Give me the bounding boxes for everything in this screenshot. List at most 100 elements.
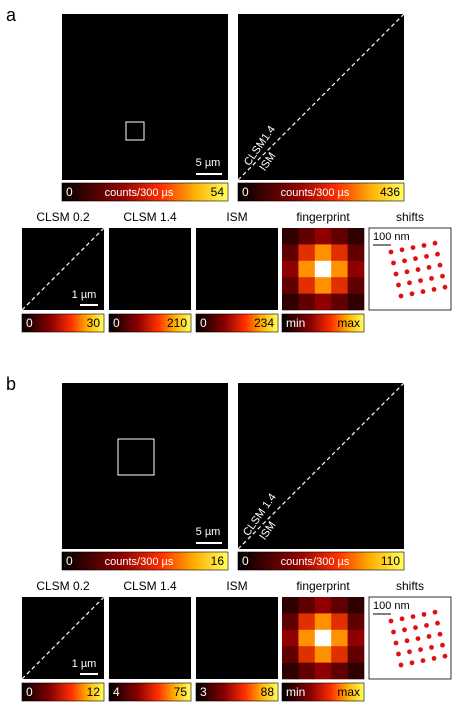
- split-line: [21, 596, 105, 680]
- shift-dot: [429, 276, 434, 281]
- fingerprint-cell: [331, 613, 348, 631]
- small-image: CLSM 0.2 1 µm: [21, 210, 105, 311]
- small-image: fingerprint: [282, 210, 365, 311]
- shift-dot: [415, 636, 421, 641]
- shift-dot: [442, 284, 448, 290]
- shifts-frame: [368, 596, 452, 680]
- colorbar: [195, 682, 279, 702]
- colorbar-min: 0: [200, 316, 207, 330]
- colorbar-min: 3: [200, 685, 207, 699]
- colorbar-max: 16: [211, 554, 225, 568]
- shift-dot: [402, 258, 407, 264]
- shift-dot: [418, 278, 423, 283]
- colorbar-max: 75: [174, 685, 188, 699]
- colorbar-max: 30: [87, 316, 101, 330]
- colorbar: [281, 682, 365, 702]
- fingerprint-cell: [298, 277, 316, 294]
- fingerprint-cell: [298, 293, 316, 311]
- image-signal: [196, 228, 278, 310]
- image-title: ISM: [226, 579, 247, 593]
- shift-dot: [398, 293, 404, 299]
- colorbar-max: 210: [167, 316, 187, 330]
- image-signal: [196, 597, 278, 679]
- small-image: ISM: [196, 579, 278, 679]
- roi-box: [117, 438, 155, 476]
- fingerprint-cell: [298, 260, 316, 278]
- fingerprint-cell: [282, 228, 299, 245]
- shift-dot: [396, 651, 401, 657]
- fingerprint-cell: [282, 293, 299, 311]
- fingerprint-cell: [298, 662, 316, 680]
- colorbar: [108, 682, 192, 702]
- shift-dot: [388, 249, 394, 255]
- shift-dot: [437, 631, 443, 637]
- fingerprint-cell: [298, 597, 316, 614]
- colorbar-unit: counts/300 µs: [281, 556, 350, 568]
- shift-dot: [418, 647, 423, 652]
- shift-dot: [440, 273, 445, 279]
- colorbar: [61, 182, 229, 202]
- shift-dot: [399, 247, 405, 253]
- colorbar-max: 12: [87, 685, 101, 699]
- shift-dot: [437, 262, 443, 268]
- colorbar-max: max: [337, 316, 360, 330]
- colorbar-max: 436: [380, 185, 400, 199]
- colorbar: [108, 313, 192, 333]
- fingerprint-cell: [298, 629, 316, 647]
- shift-dot: [407, 649, 412, 655]
- shift-dot: [409, 660, 415, 666]
- shift-dot: [435, 251, 440, 257]
- fingerprint-cell: [282, 629, 299, 647]
- large-image: 5 µm: [62, 383, 228, 549]
- fingerprint-cell: [347, 293, 365, 311]
- shift-dot: [396, 282, 401, 288]
- colorbar-max: 110: [381, 554, 400, 568]
- shift-dot: [391, 260, 396, 266]
- shift-dot: [404, 638, 410, 644]
- colorbar: [21, 682, 105, 702]
- fingerprint-cell: [314, 244, 332, 262]
- fingerprint-cell: [347, 228, 365, 245]
- signal-yellow: [109, 597, 191, 679]
- colorbar-min: 0: [26, 316, 33, 330]
- colorbar: [237, 551, 405, 571]
- shift-dot: [391, 629, 396, 635]
- shift-dot: [407, 280, 412, 286]
- colorbar: [21, 313, 105, 333]
- colorbar-min: 0: [66, 554, 73, 568]
- shift-dot: [393, 271, 399, 277]
- shift-dot: [424, 254, 429, 259]
- fingerprint-cell: [331, 244, 348, 262]
- image-signal: [109, 228, 191, 310]
- signal-yellow: [109, 228, 191, 310]
- scale-bar-label: 100 nm: [373, 231, 410, 243]
- image-title: fingerprint: [296, 210, 350, 224]
- colorbar: [195, 313, 279, 333]
- shift-dot: [410, 614, 416, 619]
- colorbar-unit: counts/300 µs: [105, 556, 174, 568]
- colorbar-min: 0: [26, 685, 33, 699]
- shift-dot: [426, 634, 432, 639]
- fingerprint-cell: [347, 646, 365, 663]
- split-line: [21, 227, 105, 311]
- image-title: CLSM 0.2: [36, 210, 90, 224]
- image-signal: [109, 597, 191, 679]
- fingerprint-cell: [331, 260, 348, 278]
- shift-dot: [404, 269, 410, 275]
- shift-dot: [420, 289, 426, 294]
- fingerprint-cell: [314, 260, 332, 278]
- roi-box: [125, 121, 145, 141]
- panel-label: b: [6, 374, 16, 394]
- shift-dot: [413, 256, 418, 261]
- colorbar-min: 4: [113, 685, 120, 699]
- fingerprint-cell: [331, 277, 348, 294]
- scale-bar-label: 5 µm: [196, 157, 221, 169]
- shift-dot: [398, 662, 404, 668]
- fingerprint-cell: [347, 629, 365, 647]
